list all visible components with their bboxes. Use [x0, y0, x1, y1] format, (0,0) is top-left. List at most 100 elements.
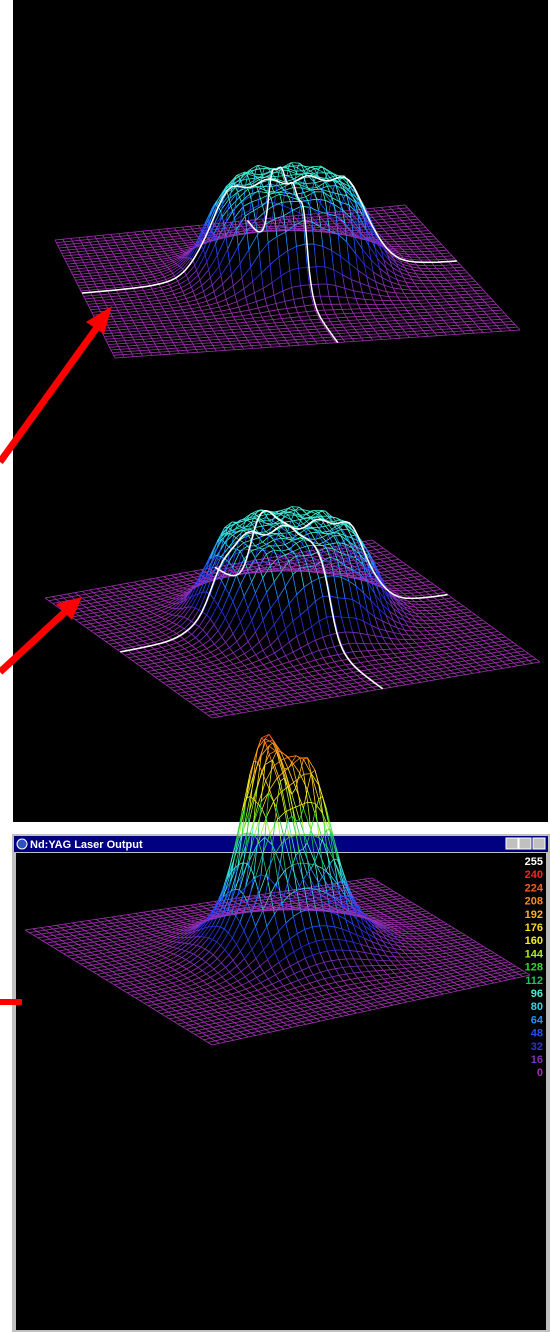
wire [437, 334, 447, 337]
wire [236, 171, 246, 176]
wire [261, 168, 265, 176]
wire [175, 251, 185, 255]
wire [183, 239, 192, 242]
wire [260, 194, 270, 200]
wire [140, 256, 144, 260]
wire [389, 323, 399, 325]
wire [304, 338, 314, 340]
wire [152, 259, 161, 262]
wire [247, 186, 257, 190]
wire [263, 176, 266, 179]
wire [171, 338, 181, 341]
wire [236, 321, 246, 324]
wire [294, 339, 298, 343]
wire [165, 293, 175, 297]
wire [443, 319, 453, 321]
wire [149, 352, 153, 356]
wire [152, 260, 155, 264]
wire [124, 289, 127, 293]
wire [113, 253, 116, 257]
wire [404, 213, 413, 215]
wire [220, 327, 223, 331]
wire [150, 271, 153, 275]
wire [217, 298, 227, 304]
wire [343, 326, 353, 328]
wire [350, 192, 360, 201]
wire [203, 291, 206, 297]
wire [121, 252, 124, 257]
wire [319, 215, 328, 217]
wire [193, 329, 196, 333]
wire [84, 298, 87, 302]
wire [185, 275, 189, 280]
wire [110, 348, 121, 351]
wire [172, 256, 182, 262]
wire [167, 267, 170, 270]
wire [258, 326, 268, 328]
wire [71, 271, 80, 273]
wire [233, 227, 237, 230]
wire [377, 221, 386, 224]
wire [107, 291, 110, 295]
wire [56, 241, 65, 244]
wire [132, 336, 142, 338]
wire [100, 259, 109, 262]
wire [90, 308, 100, 311]
wire [180, 257, 190, 268]
wire [89, 242, 92, 246]
wire [195, 233, 198, 237]
wire [346, 316, 356, 318]
wire [413, 318, 424, 320]
wire [123, 336, 133, 339]
wire [373, 314, 383, 316]
wire [97, 288, 107, 290]
wire [387, 254, 397, 264]
wire [258, 342, 261, 346]
wire [110, 279, 113, 283]
wire [105, 253, 114, 256]
wire [194, 313, 204, 316]
wire [90, 244, 94, 248]
wire [473, 332, 484, 334]
wire [276, 236, 280, 258]
wire [180, 248, 183, 251]
wire [181, 341, 185, 345]
wire [80, 257, 83, 261]
wire [69, 251, 79, 253]
wire [137, 295, 147, 298]
wire [97, 254, 106, 256]
wire [91, 261, 94, 265]
wire [348, 218, 357, 220]
wire [170, 259, 173, 262]
wire [169, 232, 178, 235]
wire [205, 291, 215, 297]
wire [305, 325, 315, 328]
wire [93, 281, 96, 285]
wire [114, 320, 124, 323]
wire [91, 312, 94, 316]
wire [117, 261, 120, 265]
wire [215, 317, 225, 320]
wire [111, 236, 115, 241]
wire [164, 239, 168, 244]
wire [132, 270, 141, 273]
wire [262, 171, 271, 176]
wire [379, 335, 389, 338]
wire [468, 293, 478, 295]
wire [87, 304, 90, 308]
wire [409, 336, 419, 338]
wire [113, 354, 123, 356]
wire [211, 284, 215, 292]
wire [107, 344, 110, 348]
wire [234, 335, 238, 339]
wire [273, 187, 283, 193]
wire [167, 253, 176, 257]
wire [280, 331, 283, 335]
wire [404, 330, 415, 333]
wire [403, 240, 412, 242]
wire [249, 191, 259, 195]
wire [77, 285, 80, 289]
wire [218, 338, 228, 340]
wire [86, 249, 95, 252]
wire [344, 222, 354, 236]
